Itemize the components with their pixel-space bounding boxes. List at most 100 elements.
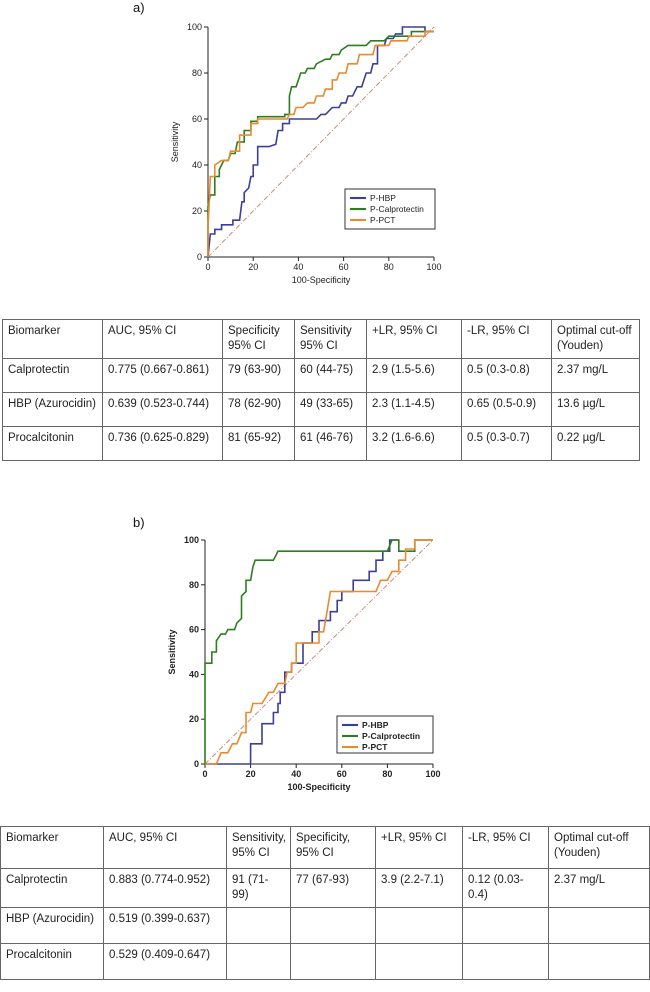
x-tick-label: 100	[426, 262, 441, 272]
table-cell: 0.736 (0.625-0.829)	[102, 426, 223, 461]
table-header-cell: Sensitivity, 95% CI	[226, 826, 291, 869]
table-cell: 13.6 µg/L	[551, 392, 640, 427]
table-row: Procalcitonin 0.529 (0.409-0.647)	[0, 943, 650, 980]
y-tick-label: 20	[189, 714, 199, 724]
table-cell: 77 (67-93)	[290, 868, 376, 908]
table-header-row: Biomarker AUC, 95% CI Specificity 95% CI Sen…	[2, 319, 640, 359]
y-tick-label: 100	[187, 22, 202, 32]
roc-curve-p-calprotectin	[207, 30, 434, 257]
table-cell: HBP (Azurocidin)	[2, 392, 103, 427]
x-tick-label: 20	[248, 262, 258, 272]
legend-box	[344, 188, 436, 230]
table-cell: 3.2 (1.6-6.6)	[366, 426, 462, 461]
panel-b-label: b)	[133, 515, 145, 530]
table-cell	[226, 943, 291, 980]
y-tick-label: 100	[184, 535, 199, 545]
y-tick-label: 60	[189, 625, 199, 635]
table-header-cell: Biomarker	[2, 319, 103, 359]
table-cell: Calprotectin	[0, 868, 104, 908]
table-cell: 79 (63-90)	[222, 358, 295, 393]
table-cell: 0.12 (0.03-0.4)	[462, 868, 549, 908]
x-tick-label: 0	[205, 262, 210, 272]
reference-diagonal	[204, 539, 434, 765]
table-header-cell: Optimal cut-off (Youden)	[551, 319, 640, 359]
table-cell: 2.37 mg/L	[548, 868, 650, 908]
table-cell: Procalcitonin	[2, 426, 103, 461]
x-axis-label: 100-Specificity	[292, 275, 351, 285]
roc-curve-p-pct	[205, 539, 433, 765]
x-tick-label: 0	[202, 769, 207, 779]
y-tick-label: 0	[197, 252, 202, 262]
roc-curve-p-calprotectin	[204, 539, 433, 764]
table-cell: 2.37 mg/L	[551, 358, 640, 393]
table-cell: 78 (62-90)	[222, 392, 295, 427]
table-header-cell: Biomarker	[0, 826, 104, 869]
table-header-cell: -LR, 95% CI	[461, 319, 552, 359]
table-cell: HBP (Azurocidin)	[0, 907, 104, 944]
table-cell: 2.9 (1.5-5.6)	[366, 358, 462, 393]
y-tick-label: 40	[192, 160, 202, 170]
roc-chart-b: 0 20 40 60 80 100 0 20 40 60 80 100 100-Specificity S…	[167, 535, 441, 792]
y-tick-label: 80	[189, 580, 199, 590]
table-cell	[290, 943, 376, 980]
table-cell: 0.5 (0.3-0.7)	[461, 426, 552, 461]
table-header-cell: AUC, 95% CI	[102, 319, 223, 359]
table-cell: 0.529 (0.409-0.647)	[103, 943, 227, 980]
legend-label: P-HBP	[362, 720, 389, 730]
x-tick-label: 20	[246, 769, 256, 779]
table-cell: 2.3 (1.1-4.5)	[366, 392, 462, 427]
x-tick-label: 80	[384, 262, 394, 272]
table-row: HBP (Azurocidin) 0.519 (0.399-0.637)	[0, 907, 650, 944]
legend-label: P-Calprotectin	[362, 731, 420, 741]
table-header-cell: +LR, 95% CI	[375, 826, 463, 869]
table-header-cell: Specificity 95% CI	[222, 319, 295, 359]
table-header-cell: Sensitivity 95% CI	[294, 319, 367, 359]
panel-a-label: a)	[133, 0, 145, 15]
table-header-cell: AUC, 95% CI	[103, 826, 227, 869]
table-cell: Calprotectin	[2, 358, 103, 393]
table-header-cell: -LR, 95% CI	[462, 826, 549, 869]
legend-label: P-PCT	[370, 215, 396, 225]
table-cell: 81 (65-92)	[222, 426, 295, 461]
table-cell	[226, 907, 291, 944]
y-axis-label: Sensitivity	[170, 121, 180, 162]
table-cell	[375, 907, 463, 944]
table-cell: 0.65 (0.5-0.9)	[461, 392, 552, 427]
y-tick-label: 80	[192, 68, 202, 78]
legend-label: P-HBP	[370, 193, 396, 203]
x-tick-label: 100	[425, 769, 440, 779]
table-header-cell: +LR, 95% CI	[366, 319, 462, 359]
table-cell: 0.5 (0.3-0.8)	[461, 358, 552, 393]
table-cell	[462, 943, 549, 980]
y-tick-label: 60	[192, 114, 202, 124]
table-cell: Procalcitonin	[0, 943, 104, 980]
table-row: Procalcitonin 0.736 (0.625-0.829) 81 (65-9…	[2, 426, 640, 461]
table-header-row: Biomarker AUC, 95% CI Sensitivity, 95% CI Sp…	[0, 826, 650, 869]
table-row: HBP (Azurocidin) 0.639 (0.523-0.744) 78 (6…	[2, 392, 640, 427]
roc-chart-a: 0 20 40 60 80 100 0 20 40 60 80 100 100-Specificity S…	[170, 22, 442, 285]
table-cell: 49 (33-65)	[294, 392, 367, 427]
table-row: Calprotectin 0.775 (0.667-0.861) 79 (63-90…	[2, 358, 640, 393]
x-tick-label: 60	[339, 262, 349, 272]
roc-curve-p-pct	[207, 30, 434, 257]
x-tick-label: 40	[293, 262, 303, 272]
legend-label: P-PCT	[362, 742, 388, 752]
reference-diagonal	[207, 26, 435, 258]
table-cell: 91 (71-99)	[226, 868, 291, 908]
y-tick-label: 20	[192, 206, 202, 216]
table-cell: 3.9 (2.2-7.1)	[375, 868, 463, 908]
y-tick-label: 0	[194, 759, 199, 769]
table-header-cell: Optimal cut-off (Youden)	[548, 826, 650, 869]
table-cell: 0.775 (0.667-0.861)	[102, 358, 223, 393]
table-header-cell: Specificity, 95% CI	[290, 826, 376, 869]
table-cell	[375, 943, 463, 980]
roc-curve-p-hbp	[205, 539, 399, 765]
table-cell: 0.883 (0.774-0.952)	[103, 868, 227, 908]
x-tick-label: 40	[291, 769, 301, 779]
table-cell	[290, 907, 376, 944]
table-cell	[462, 907, 549, 944]
table-cell	[548, 907, 650, 944]
legend-label: P-Calprotectin	[370, 204, 424, 214]
x-tick-label: 80	[382, 769, 392, 779]
table-cell: 61 (46-76)	[294, 426, 367, 461]
